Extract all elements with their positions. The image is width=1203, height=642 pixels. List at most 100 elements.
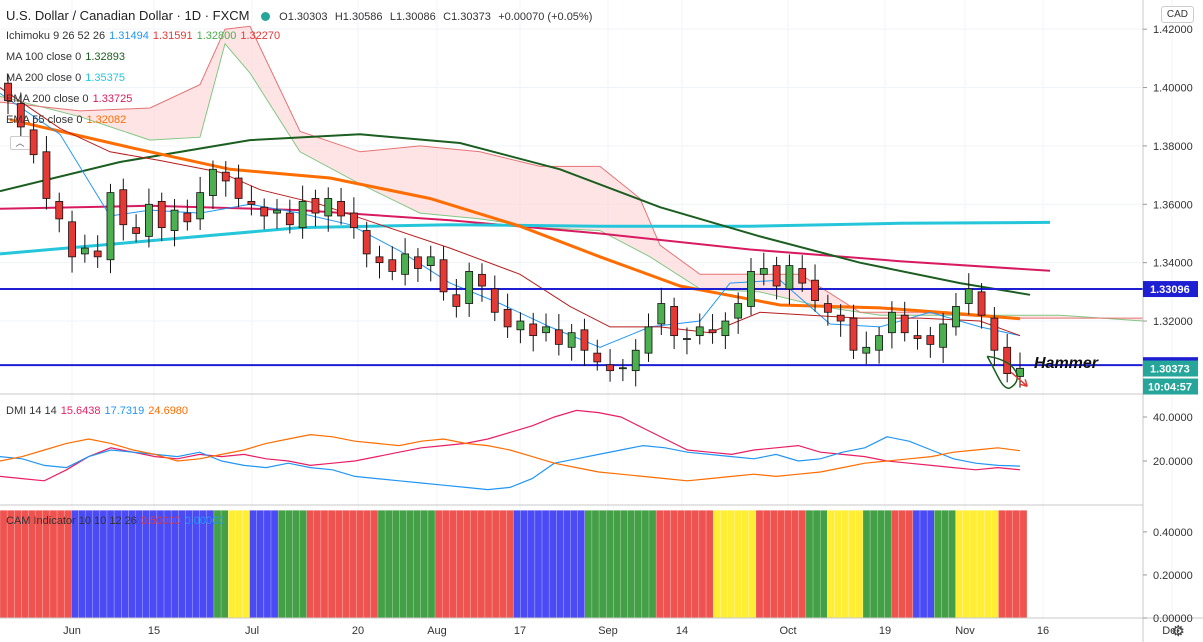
pane-legend-value: 17.7319 xyxy=(104,405,145,417)
candle xyxy=(388,259,397,272)
candle xyxy=(298,200,307,229)
cam-bar xyxy=(1005,510,1013,619)
countdown-badge-bg xyxy=(1143,378,1198,395)
ohlc-close: C1.30373 xyxy=(443,11,491,23)
indicator-legend: EMA 55 close 0 1.32082 xyxy=(6,113,126,127)
candle xyxy=(260,206,269,217)
cam-bar xyxy=(349,510,357,619)
cam-bar xyxy=(513,510,521,619)
cam-bar xyxy=(791,510,799,619)
indicator-value: 1.31591 xyxy=(152,30,193,42)
candle xyxy=(183,212,192,223)
x-tick-label: 19 xyxy=(879,625,891,637)
indicator-value: 1.32082 xyxy=(86,114,127,126)
collapse-legend-icon[interactable]: ︿ xyxy=(10,136,30,150)
candle xyxy=(29,129,38,156)
gear-icon[interactable]: ⚙ xyxy=(1171,623,1185,640)
candle xyxy=(16,103,25,128)
cam-bar xyxy=(855,510,864,619)
ohlc-low: L1.30086 xyxy=(389,11,436,23)
candle xyxy=(939,323,948,348)
cam-bar xyxy=(277,510,286,619)
candle xyxy=(490,288,499,313)
candle xyxy=(375,256,384,264)
x-tick-label: 16 xyxy=(1037,625,1049,637)
candle xyxy=(157,200,166,229)
candle xyxy=(119,189,128,226)
cam-bar xyxy=(285,510,293,619)
dmi-series-di+ xyxy=(0,409,1021,482)
candle xyxy=(234,177,243,199)
x-tick-label: Dec xyxy=(1162,625,1182,637)
cam-bar xyxy=(748,510,757,619)
cam-bar xyxy=(420,510,429,619)
cam-bar xyxy=(527,510,536,619)
indicator-legend: EMA 200 close 0 1.33725 xyxy=(6,92,132,106)
cam-bar xyxy=(998,510,1006,619)
indicator-value: 1.32893 xyxy=(85,51,125,63)
x-tick-label: Sep xyxy=(598,625,618,637)
candle xyxy=(721,320,730,337)
pane-legend-value: 0.50000 xyxy=(140,515,181,527)
cam-bar xyxy=(363,510,372,619)
cam-bar xyxy=(520,510,528,619)
candle xyxy=(93,250,102,258)
candle xyxy=(631,349,640,372)
cam-pane xyxy=(0,510,1028,619)
candle xyxy=(285,212,294,226)
cam-bar xyxy=(306,510,315,619)
dmi-y-tick-label: 20.0000 xyxy=(1153,456,1193,468)
cam-bar xyxy=(484,510,493,619)
cam-bar xyxy=(470,510,479,619)
cam-bar xyxy=(242,510,250,619)
cam-bar xyxy=(677,510,685,619)
x-tick-label: Oct xyxy=(779,625,796,637)
candle xyxy=(695,326,704,337)
cam-bar xyxy=(834,510,842,619)
cam-bar xyxy=(384,510,393,619)
candle xyxy=(349,212,358,229)
ohlc-open: O1.30303 xyxy=(279,11,328,23)
candle xyxy=(683,338,691,340)
cam-bar xyxy=(841,510,849,619)
cam-bar xyxy=(584,510,593,619)
cam-bar xyxy=(392,510,400,619)
cam-bar xyxy=(313,510,322,619)
cam-bar xyxy=(962,510,971,619)
candle xyxy=(221,171,230,182)
candle xyxy=(670,306,679,337)
candle xyxy=(900,314,909,334)
cam-bar xyxy=(734,510,742,619)
cam-bar xyxy=(926,510,935,619)
cam-bar xyxy=(862,510,871,619)
candle xyxy=(926,335,935,345)
x-tick-label: Jul xyxy=(245,625,259,637)
hammer-label: Hammer xyxy=(1034,355,1099,372)
hammer-ellipse xyxy=(986,355,1019,390)
candle xyxy=(990,317,999,351)
cam-bar xyxy=(541,510,550,619)
ma-100-line xyxy=(0,133,1031,296)
indicator-name: EMA 55 close 0 xyxy=(6,114,83,126)
candle xyxy=(862,346,871,354)
x-tick-label: 15 xyxy=(148,625,160,637)
indicator-name: MA 100 close 0 xyxy=(6,51,82,63)
cam-bar xyxy=(577,510,586,619)
cam-bar xyxy=(934,510,942,619)
candle xyxy=(42,151,51,199)
cam-bar xyxy=(477,510,486,619)
candle xyxy=(273,209,281,214)
level-high-badge-bg xyxy=(1143,281,1198,298)
cam-bar xyxy=(413,510,421,619)
candle xyxy=(311,198,320,214)
indicator-legend: Ichimoku 9 26 52 26 1.31494 1.31591 1.32800… xyxy=(6,29,280,43)
candle xyxy=(580,329,589,351)
cam-bar xyxy=(320,510,329,619)
cam-bar xyxy=(762,510,771,619)
x-tick-label: 20 xyxy=(352,625,364,637)
cam-bar xyxy=(641,510,650,619)
candle xyxy=(478,273,486,287)
cam-bar xyxy=(570,510,578,619)
currency-badge[interactable]: CAD xyxy=(1160,6,1194,23)
